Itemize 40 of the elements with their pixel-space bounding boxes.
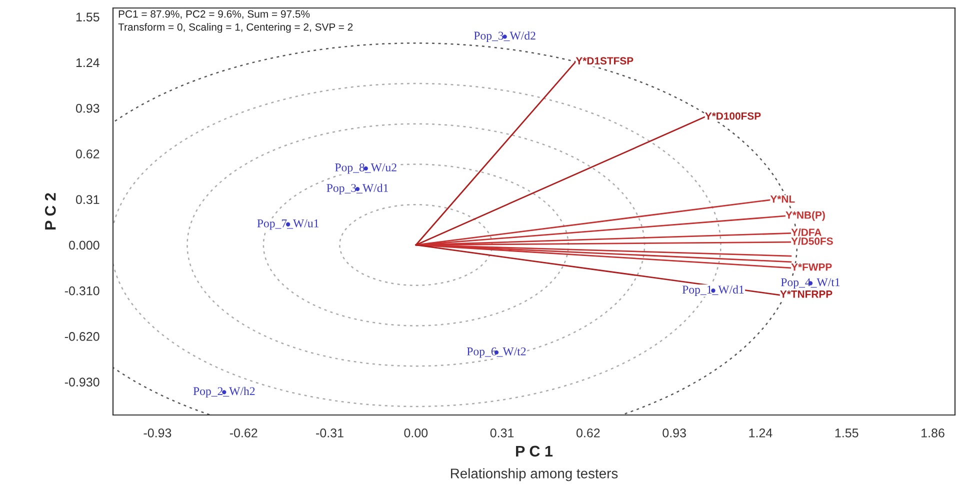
annotation: PC1 = 87.9%, PC2 = 9.6%, Sum = 97.5% — [118, 10, 310, 19]
y-tick-label: 1.55 — [76, 12, 100, 22]
annotation: Pop_4_W/t1 — [780, 278, 840, 289]
series-label: Y*NL — [770, 195, 795, 203]
y-tick-label: -0.620 — [64, 332, 100, 341]
x-tick-label: 1.24 — [749, 428, 772, 438]
annotation: Pop_7_W/u1 — [257, 219, 319, 230]
y-tick-label: -0.310 — [64, 286, 100, 296]
series-label: Y*D100FSP — [705, 112, 761, 120]
text: Relationship among testers — [450, 468, 618, 482]
x-tick-label: 0.00 — [404, 428, 428, 438]
annotation: Pop_3_W/d2 — [474, 31, 536, 42]
series-label: Y*TNFRPP — [780, 290, 832, 298]
series-label: Y*FWPP — [791, 263, 832, 271]
annotation: Pop_3_W/d1 — [326, 184, 388, 194]
y-tick-label: 0.62 — [76, 150, 100, 158]
y-tick-label: 0.31 — [76, 195, 100, 204]
x-tick-label: 1.55 — [835, 428, 858, 438]
x-tick-label: 1.86 — [922, 428, 944, 438]
annotation: Pop_6_W/t2 — [466, 347, 526, 358]
x-tick-label: 0.62 — [576, 428, 600, 438]
y-tick-label: 0.000 — [69, 240, 100, 250]
y-tick-label: 0.93 — [76, 104, 100, 113]
annotation: Pop_1_W/d1 — [682, 285, 744, 296]
series-label: Y*NB(P) — [786, 211, 825, 221]
annotation: Pop_2_W/h2 — [193, 386, 255, 398]
x-tick-label: -0.93 — [144, 428, 172, 438]
series-label: Y/DFA — [791, 228, 822, 236]
series-label: Y/D50FS — [791, 237, 833, 245]
annotation: Transform = 0, Scaling = 1, Centering = 2, SVP = 2 — [118, 23, 353, 33]
x-tick-label: -0.31 — [316, 428, 344, 438]
x-tick-label: 0.93 — [662, 428, 686, 438]
y-tick-label: -0.930 — [64, 378, 100, 387]
x-tick-label: 0.31 — [490, 428, 514, 438]
y-axis-title: P C 2 — [44, 193, 56, 230]
x-tick-label: -0.62 — [230, 428, 258, 438]
series-label: Y*D1STFSP — [576, 57, 634, 65]
x-axis-title: P C 1 — [516, 446, 553, 457]
y-tick-label: 1.24 — [76, 58, 100, 67]
annotation: Pop_8_W/u2 — [335, 163, 396, 174]
